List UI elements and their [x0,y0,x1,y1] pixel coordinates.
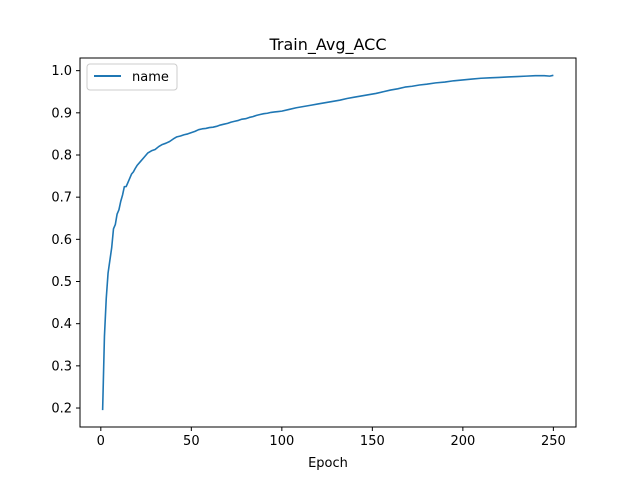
x-tick-label: 150 [360,434,385,449]
x-axis: 0 50 100 150 200 250 [97,427,566,449]
x-tick-label: 50 [183,434,200,449]
y-tick-label: 1.0 [51,64,72,79]
y-tick-label: 0.9 [51,106,72,121]
y-tick-label: 0.4 [51,317,72,332]
x-axis-label: Epoch [308,456,348,471]
legend: name [86,63,178,91]
chart-title: Train_Avg_ACC [268,35,386,55]
x-tick-label: 200 [450,434,475,449]
x-tick-label: 0 [97,434,105,449]
x-tick-label: 100 [269,434,294,449]
x-tick-label: 250 [541,434,566,449]
y-tick-label: 0.3 [51,359,72,374]
y-tick-label: 0.2 [51,402,72,417]
plot-area [101,74,554,411]
legend-box [86,63,178,91]
y-tick-label: 0.8 [51,148,72,163]
y-tick-label: 0.7 [51,191,72,206]
y-tick-label: 0.6 [51,233,72,248]
y-tick-label: 0.5 [51,275,72,290]
legend-label: name [132,70,169,85]
series-line-0 [101,74,554,411]
y-axis: 0.2 0.3 0.4 0.5 0.6 0.7 0.8 0.9 1.0 [51,64,80,417]
axes-frame [79,57,577,428]
